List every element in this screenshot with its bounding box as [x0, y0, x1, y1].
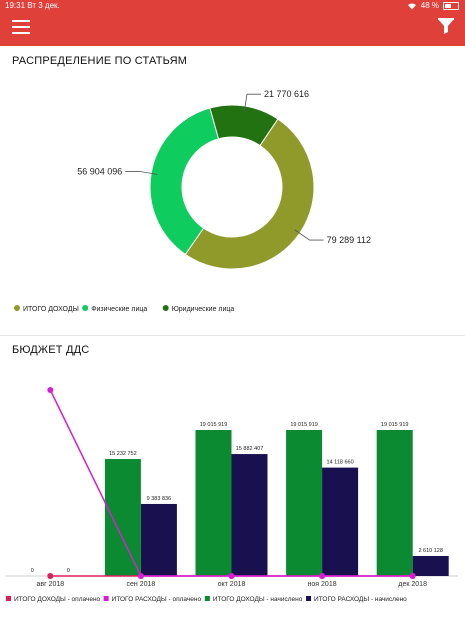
bar-expense-label: 15 882 407	[236, 446, 264, 452]
distribution-donut-chart: 79 289 112 56 904 096 21 770 616 ИТОГО ДОХО…	[14, 89, 371, 313]
filter-funnel-icon	[438, 18, 454, 34]
section-divider	[0, 335, 465, 336]
x-tick-label: авг 2018	[36, 581, 64, 588]
line-point	[47, 387, 54, 393]
bar-expense-label: 0	[67, 568, 70, 574]
bar-expense-label: 14 118 660	[327, 460, 354, 466]
donut-leader-line	[125, 171, 158, 175]
legend-dot	[162, 305, 169, 311]
donut-slice-label: 56 904 096	[77, 166, 122, 176]
legend-dot	[14, 305, 20, 311]
donut-slice	[184, 118, 315, 270]
line-point	[228, 573, 235, 579]
bar-income-accrued	[286, 430, 323, 576]
status-right: 48 %	[407, 1, 459, 10]
bar-expense-accrued	[412, 555, 449, 576]
legend-swatch	[6, 596, 11, 601]
bar-expense-accrued	[140, 503, 177, 576]
bar-income-accrued	[104, 459, 141, 576]
legend-swatch	[306, 596, 312, 601]
hamburger-menu-icon-line	[12, 26, 30, 28]
budget-title: БЮДЖЕТ ДДС	[12, 344, 90, 356]
wifi-icon	[407, 2, 416, 10]
legend-label: ИТОГО РАСХОДЫ - оплачено	[112, 596, 202, 603]
battery-icon	[443, 1, 459, 10]
legend-label: ИТОГО ДОХОДЫ	[23, 306, 79, 313]
donut-slice-label: 21 770 616	[264, 89, 309, 99]
status-bar: 19:31 Вт 3 дек. 48 %	[0, 0, 465, 12]
line-point	[319, 573, 326, 579]
status-date: Вт 3 дек.	[27, 1, 60, 10]
legend-label: ИТОГО ДОХОДЫ - оплачено	[14, 596, 101, 603]
bar-income-label: 0	[31, 568, 34, 574]
bar-income-label: 19 015 919	[290, 422, 318, 428]
app-header: 19:31 Вт 3 дек. 48 %	[0, 0, 465, 46]
filter-button[interactable]	[437, 17, 455, 35]
battery-percent: 48 %	[420, 1, 439, 10]
legend-dot	[82, 305, 89, 311]
legend-label: Юридические лица	[172, 306, 235, 313]
x-tick-label: окт 2018	[218, 581, 246, 588]
donut-slice-label: 79 289 112	[327, 235, 371, 245]
donut-slice	[149, 107, 220, 256]
budget-bar-chart: 0 0 авг 2018 15 232 752 9 383 836 сен 2018 19 …	[5, 387, 458, 603]
donut-leader-line	[294, 229, 324, 241]
hamburger-menu-icon	[12, 20, 30, 22]
x-tick-label: ноя 2018	[308, 581, 337, 588]
line-point	[137, 573, 144, 579]
hamburger-menu-icon-line	[12, 32, 30, 34]
donut-slice	[209, 104, 279, 147]
status-clock: 19:31	[5, 1, 26, 10]
distribution-title: РАСПРЕДЕЛЕНИЕ ПО СТАТЬЯМ	[12, 55, 188, 67]
bar-income-label: 15 232 752	[109, 451, 137, 457]
bar-expense-label: 9 383 836	[147, 496, 171, 502]
donut-leader-line	[243, 93, 262, 113]
legend-swatch	[103, 596, 109, 601]
legend-label: ИТОГО ДОХОДЫ - начислено	[213, 596, 303, 603]
bar-income-accrued	[376, 430, 413, 576]
bar-expense-accrued	[322, 467, 359, 576]
menu-button[interactable]	[12, 20, 32, 34]
bar-expense-label: 2 610 128	[418, 548, 442, 554]
legend-swatch	[204, 596, 210, 601]
legend-label: Физические лица	[91, 306, 147, 313]
legend-label: ИТОГО РАСХОДЫ - начислено	[314, 596, 407, 603]
line-point	[409, 573, 416, 579]
bar-expense-accrued	[231, 454, 268, 576]
bar-income-label: 19 015 919	[381, 422, 409, 428]
bar-income-label: 19 015 919	[200, 422, 228, 428]
x-tick-label: сен 2018	[127, 581, 156, 588]
status-time: 19:31 Вт 3 дек.	[5, 1, 60, 10]
bar-income-accrued	[195, 430, 232, 576]
x-tick-label: дек 2018	[398, 581, 427, 588]
line-point	[47, 573, 54, 579]
